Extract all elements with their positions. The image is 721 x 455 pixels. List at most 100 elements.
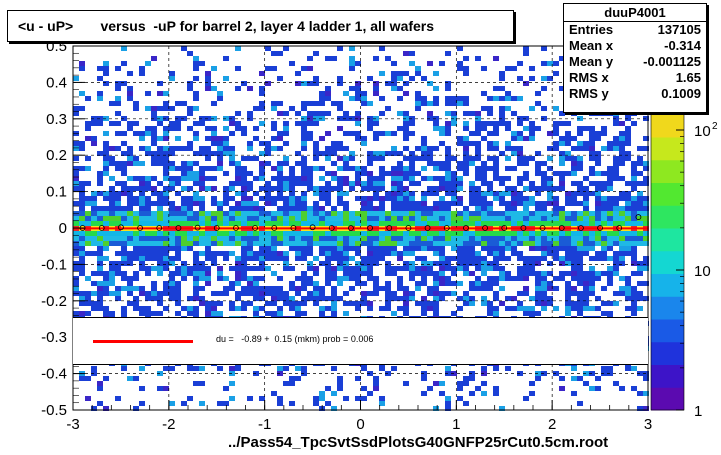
heat-cell xyxy=(193,171,199,176)
heat-cell xyxy=(505,106,511,111)
profile-point xyxy=(443,225,450,231)
heat-cell xyxy=(265,151,271,156)
heat-cell xyxy=(355,181,361,186)
heat-cell xyxy=(403,241,409,246)
heat-cell xyxy=(301,146,307,151)
heat-cell xyxy=(103,236,109,241)
heat-cell xyxy=(337,156,343,161)
heat-cell xyxy=(457,266,463,271)
heat-cell xyxy=(589,236,595,241)
heat-cell xyxy=(211,201,217,206)
heat-cell xyxy=(205,211,211,216)
heat-cell xyxy=(607,236,613,241)
heat-cell xyxy=(253,106,259,111)
heat-cell xyxy=(151,246,157,251)
heat-cell xyxy=(397,281,403,286)
heat-cell xyxy=(199,121,205,126)
heat-cell xyxy=(187,176,193,181)
heat-cell xyxy=(301,121,307,126)
heat-cell xyxy=(427,271,433,276)
heat-cell xyxy=(565,291,571,296)
heat-cell xyxy=(289,296,295,301)
heat-cell xyxy=(487,206,493,211)
heat-cell xyxy=(409,171,415,176)
heat-cell xyxy=(205,186,211,191)
heat-cell xyxy=(607,256,613,261)
heat-cell xyxy=(193,296,199,301)
heat-cell xyxy=(319,211,325,216)
heat-cell xyxy=(583,281,589,286)
y-tick-label: 0.3 xyxy=(46,111,67,128)
heat-cell xyxy=(199,231,205,236)
heat-cell xyxy=(247,86,253,91)
heat-cell xyxy=(373,86,379,91)
heat-cell xyxy=(223,186,229,191)
heat-cell xyxy=(607,196,613,201)
heat-cell xyxy=(229,221,235,226)
heat-cell xyxy=(427,261,433,266)
heat-cell xyxy=(277,306,283,311)
heat-cell xyxy=(493,241,499,246)
heat-cell xyxy=(307,186,313,191)
heat-cell xyxy=(349,131,355,136)
heat-cell xyxy=(493,366,499,371)
heat-cell xyxy=(517,266,523,271)
y-tick-label: -0.1 xyxy=(41,256,67,273)
heat-cell xyxy=(391,81,397,86)
heat-cell xyxy=(625,111,631,116)
heat-cell xyxy=(595,156,601,161)
heat-cell xyxy=(121,191,127,196)
heat-cell xyxy=(91,406,97,411)
heat-cell xyxy=(445,121,451,126)
heat-cell xyxy=(103,81,109,86)
heat-cell xyxy=(79,191,85,196)
heat-cell xyxy=(199,151,205,156)
heat-cell xyxy=(133,246,139,251)
heat-cell xyxy=(163,241,169,246)
heat-cell xyxy=(445,51,451,56)
stats-row-rms-x: RMS x 1.65 xyxy=(564,70,706,86)
heat-cell xyxy=(391,231,397,236)
heat-cell xyxy=(529,241,535,246)
heat-cell xyxy=(139,241,145,246)
profile-point xyxy=(501,225,508,231)
heat-cell xyxy=(91,211,97,216)
heat-cell xyxy=(409,206,415,211)
color-tick-exponent: 2 xyxy=(712,121,718,132)
heat-cell xyxy=(499,106,505,111)
heat-cell xyxy=(91,306,97,311)
heat-cell xyxy=(577,256,583,261)
heat-cell xyxy=(391,176,397,181)
heat-cell xyxy=(133,276,139,281)
heat-cell xyxy=(367,201,373,206)
heat-cell xyxy=(205,216,211,221)
heat-cell xyxy=(139,206,145,211)
heat-cell xyxy=(613,196,619,201)
heat-cell xyxy=(217,136,223,141)
heat-cell xyxy=(361,91,367,96)
heat-cell xyxy=(571,156,577,161)
heat-cell xyxy=(577,306,583,311)
heat-cell xyxy=(457,166,463,171)
heat-cell xyxy=(283,231,289,236)
heat-cell xyxy=(301,286,307,291)
heat-cell xyxy=(427,206,433,211)
heat-cell xyxy=(403,91,409,96)
heat-cell xyxy=(535,241,541,246)
heat-cell xyxy=(229,301,235,306)
heat-cell xyxy=(493,261,499,266)
heat-cell xyxy=(235,191,241,196)
heat-cell xyxy=(337,221,343,226)
heat-cell xyxy=(409,51,415,56)
heat-cell xyxy=(151,56,157,61)
heat-cell xyxy=(559,231,565,236)
heat-cell xyxy=(577,281,583,286)
heat-cell xyxy=(427,101,433,106)
heat-cell xyxy=(301,281,307,286)
heat-cell xyxy=(481,66,487,71)
heat-cell xyxy=(475,241,481,246)
heat-cell xyxy=(295,221,301,226)
heat-cell xyxy=(109,311,115,316)
heat-cell xyxy=(133,156,139,161)
heat-cell xyxy=(505,96,511,101)
